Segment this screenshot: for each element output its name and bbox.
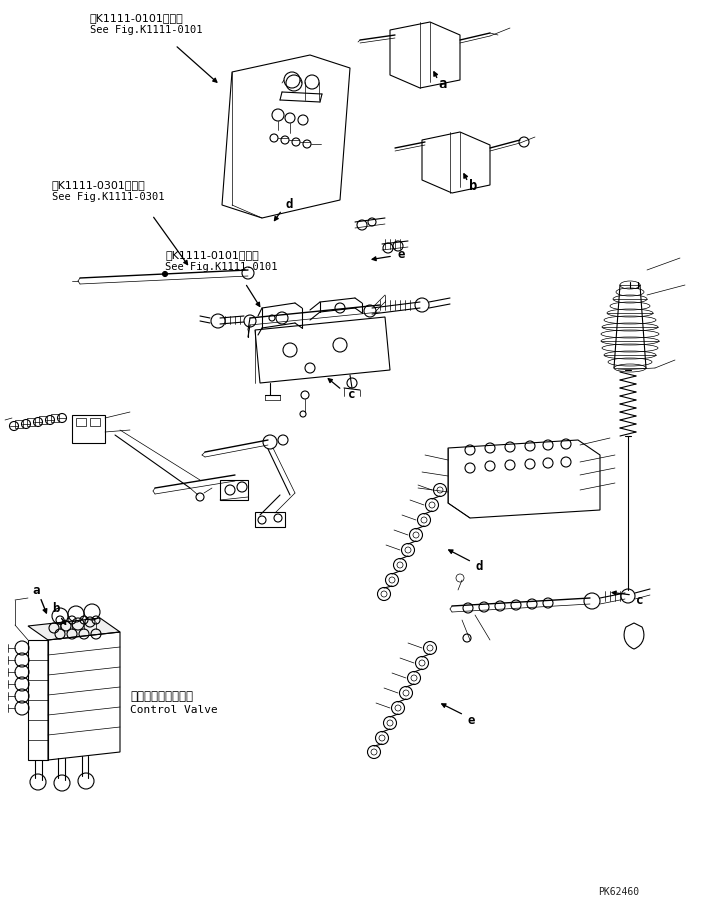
- Bar: [72, 415, 105, 443]
- Text: b: b: [469, 179, 477, 193]
- Text: a: a: [439, 77, 447, 91]
- Text: a: a: [32, 584, 39, 596]
- Text: Control Valve: Control Valve: [130, 705, 218, 715]
- Polygon shape: [28, 618, 120, 640]
- Text: See Fig.K1111-0301: See Fig.K1111-0301: [52, 192, 164, 202]
- Bar: [27, 418, 35, 426]
- Bar: [76, 418, 86, 426]
- Text: See Fig.K1111-0101: See Fig.K1111-0101: [165, 262, 277, 272]
- Text: c: c: [636, 594, 644, 606]
- Text: c: c: [348, 388, 355, 402]
- Bar: [51, 414, 59, 422]
- Text: e: e: [468, 713, 475, 727]
- Text: 第K1111-0101図参照: 第K1111-0101図参照: [90, 13, 184, 23]
- Bar: [255, 512, 285, 527]
- Bar: [220, 480, 248, 500]
- Bar: [39, 416, 47, 424]
- Bar: [90, 418, 100, 426]
- Bar: [15, 420, 23, 428]
- Text: b: b: [52, 602, 59, 614]
- Circle shape: [162, 272, 167, 277]
- Text: d: d: [476, 559, 483, 573]
- Text: PK62460: PK62460: [598, 887, 639, 897]
- Text: e: e: [398, 249, 405, 262]
- Text: 第K1111-0301図参照: 第K1111-0301図参照: [52, 180, 146, 190]
- Text: 第K1111-0101図参照: 第K1111-0101図参照: [165, 250, 259, 260]
- Text: See Fig.K1111-0101: See Fig.K1111-0101: [90, 25, 202, 35]
- Text: d: d: [285, 198, 292, 212]
- Text: コントロールバルブ: コントロールバルブ: [130, 690, 193, 702]
